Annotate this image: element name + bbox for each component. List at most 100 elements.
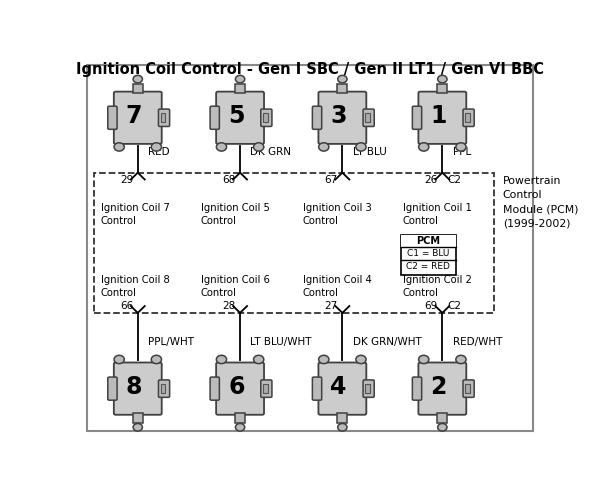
Text: 3: 3 bbox=[331, 104, 347, 128]
FancyBboxPatch shape bbox=[418, 92, 466, 144]
Bar bbox=[133, 84, 143, 93]
FancyBboxPatch shape bbox=[158, 380, 170, 398]
Text: 67: 67 bbox=[325, 175, 338, 184]
FancyBboxPatch shape bbox=[363, 109, 374, 126]
Text: 4: 4 bbox=[331, 375, 347, 399]
Text: RED: RED bbox=[148, 147, 170, 157]
Text: RED/WHT: RED/WHT bbox=[452, 337, 502, 347]
Text: Ignition Coil 5
Control: Ignition Coil 5 Control bbox=[200, 203, 269, 226]
Bar bbox=[337, 413, 347, 423]
Text: 29: 29 bbox=[120, 175, 133, 184]
Text: 66: 66 bbox=[120, 301, 133, 311]
FancyBboxPatch shape bbox=[412, 377, 422, 400]
Text: PPL/WHT: PPL/WHT bbox=[148, 337, 194, 347]
Text: C2 = RED: C2 = RED bbox=[406, 262, 451, 271]
Text: Ignition Coil 2
Control: Ignition Coil 2 Control bbox=[403, 275, 472, 298]
FancyBboxPatch shape bbox=[319, 363, 367, 415]
Text: C2: C2 bbox=[447, 301, 461, 311]
Bar bbox=[235, 84, 245, 93]
Text: Ignition Coil 7
Control: Ignition Coil 7 Control bbox=[101, 203, 169, 226]
Bar bbox=[437, 84, 448, 93]
Bar bbox=[337, 84, 347, 93]
Text: Ignition Coil 1
Control: Ignition Coil 1 Control bbox=[403, 203, 472, 226]
Circle shape bbox=[319, 143, 329, 151]
Circle shape bbox=[217, 355, 227, 364]
Circle shape bbox=[438, 75, 447, 83]
Text: LT BLU: LT BLU bbox=[353, 147, 386, 157]
Bar bbox=[401, 235, 457, 246]
Text: 69: 69 bbox=[424, 301, 438, 311]
FancyBboxPatch shape bbox=[108, 377, 117, 400]
Circle shape bbox=[133, 424, 142, 431]
Text: LT BLU/WHT: LT BLU/WHT bbox=[250, 337, 312, 347]
Circle shape bbox=[356, 355, 366, 364]
FancyBboxPatch shape bbox=[108, 106, 117, 129]
FancyBboxPatch shape bbox=[216, 363, 264, 415]
Bar bbox=[263, 113, 268, 123]
Bar bbox=[437, 413, 448, 423]
Text: Ignition Coil 4
Control: Ignition Coil 4 Control bbox=[303, 275, 371, 298]
Text: 2: 2 bbox=[430, 375, 447, 399]
FancyBboxPatch shape bbox=[210, 106, 220, 129]
Circle shape bbox=[319, 355, 329, 364]
Text: 26: 26 bbox=[424, 175, 438, 184]
Circle shape bbox=[235, 424, 245, 431]
Text: C1 = BLU: C1 = BLU bbox=[407, 248, 449, 257]
Text: 68: 68 bbox=[222, 175, 235, 184]
Text: 7: 7 bbox=[126, 104, 142, 128]
FancyBboxPatch shape bbox=[412, 106, 422, 129]
Bar bbox=[466, 384, 470, 393]
FancyBboxPatch shape bbox=[313, 377, 322, 400]
FancyBboxPatch shape bbox=[158, 109, 170, 126]
Text: 8: 8 bbox=[126, 375, 142, 399]
Bar bbox=[161, 384, 166, 393]
Circle shape bbox=[419, 355, 429, 364]
Circle shape bbox=[151, 143, 161, 151]
Circle shape bbox=[438, 424, 447, 431]
Text: Ignition Coil 6
Control: Ignition Coil 6 Control bbox=[200, 275, 269, 298]
FancyBboxPatch shape bbox=[418, 363, 466, 415]
Text: DK GRN/WHT: DK GRN/WHT bbox=[353, 337, 421, 347]
Circle shape bbox=[338, 424, 347, 431]
Circle shape bbox=[114, 143, 124, 151]
Circle shape bbox=[419, 143, 429, 151]
Bar bbox=[263, 384, 268, 393]
Text: PPL: PPL bbox=[452, 147, 471, 157]
Text: Ignition Coil 3
Control: Ignition Coil 3 Control bbox=[303, 203, 371, 226]
Text: 28: 28 bbox=[222, 301, 235, 311]
Text: 5: 5 bbox=[228, 104, 245, 128]
FancyBboxPatch shape bbox=[463, 380, 474, 398]
Circle shape bbox=[456, 355, 466, 364]
FancyBboxPatch shape bbox=[114, 363, 162, 415]
FancyBboxPatch shape bbox=[210, 377, 220, 400]
Text: Powertrain
Control
Module (PCM)
(1999-2002): Powertrain Control Module (PCM) (1999-20… bbox=[503, 177, 578, 228]
Bar bbox=[94, 173, 493, 313]
Circle shape bbox=[456, 143, 466, 151]
Text: 6: 6 bbox=[228, 375, 245, 399]
Bar bbox=[466, 113, 470, 123]
Bar bbox=[401, 235, 457, 275]
FancyBboxPatch shape bbox=[114, 92, 162, 144]
Text: 1: 1 bbox=[430, 104, 447, 128]
Circle shape bbox=[151, 355, 161, 364]
Text: Ignition Coil 8
Control: Ignition Coil 8 Control bbox=[101, 275, 169, 298]
FancyBboxPatch shape bbox=[313, 106, 322, 129]
Text: DK GRN: DK GRN bbox=[250, 147, 292, 157]
FancyBboxPatch shape bbox=[463, 109, 474, 126]
FancyBboxPatch shape bbox=[261, 109, 272, 126]
Bar bbox=[235, 413, 245, 423]
Bar bbox=[365, 384, 370, 393]
Circle shape bbox=[254, 355, 264, 364]
Circle shape bbox=[133, 75, 142, 83]
Text: 27: 27 bbox=[325, 301, 338, 311]
Circle shape bbox=[217, 143, 227, 151]
Circle shape bbox=[338, 75, 347, 83]
FancyBboxPatch shape bbox=[216, 92, 264, 144]
Circle shape bbox=[254, 143, 264, 151]
Circle shape bbox=[356, 143, 366, 151]
Bar bbox=[161, 113, 166, 123]
Text: PCM: PCM bbox=[416, 236, 440, 246]
FancyBboxPatch shape bbox=[261, 380, 272, 398]
Circle shape bbox=[235, 75, 245, 83]
Circle shape bbox=[114, 355, 124, 364]
